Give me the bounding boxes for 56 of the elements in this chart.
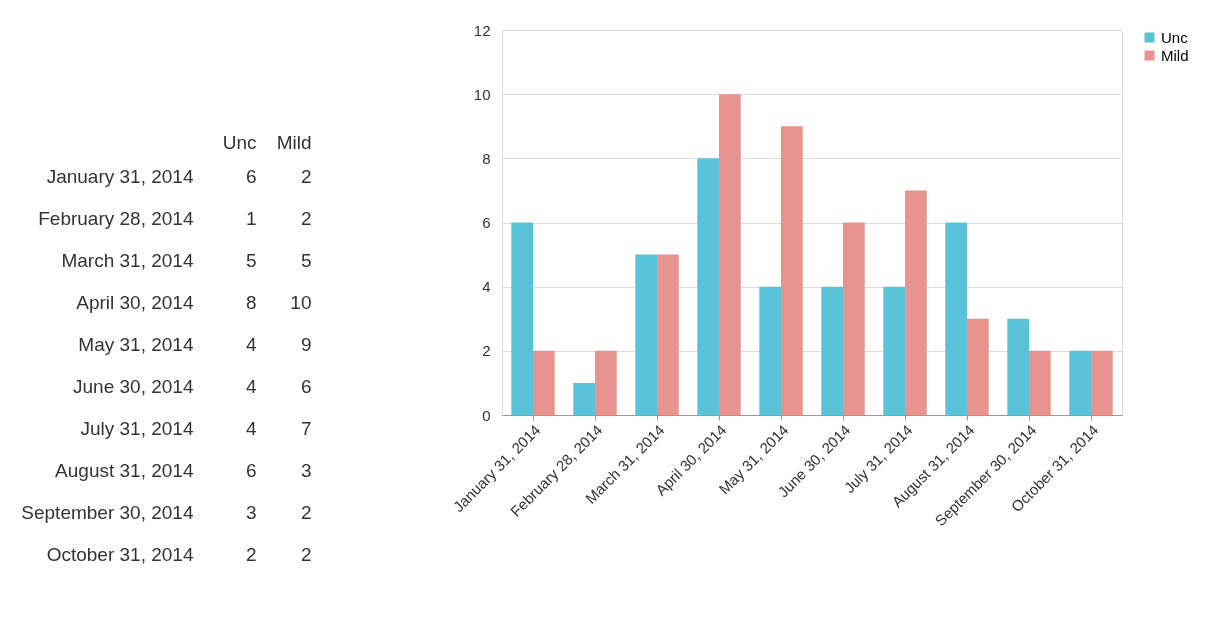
bar — [883, 286, 905, 415]
data-label: 4 — [245, 376, 257, 397]
bar — [759, 286, 781, 415]
data-label: 1 — [245, 208, 257, 229]
data-label: 4 — [245, 418, 257, 439]
bar — [821, 286, 843, 415]
bar — [533, 350, 555, 415]
bar — [843, 222, 865, 415]
y-tick-label: 12 — [473, 21, 491, 39]
data-label: 2 — [300, 502, 312, 523]
y-tick-label: February 28, 2014 — [38, 208, 194, 229]
bar — [511, 222, 533, 415]
bar — [1007, 318, 1029, 415]
bar — [573, 382, 595, 415]
y-tick-label: 10 — [473, 85, 491, 103]
bar — [945, 222, 967, 415]
bar — [1091, 350, 1113, 415]
data-label: 9 — [300, 334, 312, 355]
y-tick-label: March 31, 2014 — [61, 250, 194, 271]
y-tick-label: 6 — [482, 214, 491, 231]
bar — [697, 158, 719, 415]
data-label: 2 — [300, 544, 312, 565]
y-tick-label: 2 — [482, 342, 491, 360]
data-label: 7 — [300, 418, 312, 439]
data-label: 2 — [300, 166, 312, 187]
y-tick-label: June 30, 2014 — [73, 376, 194, 397]
data-label: 2 — [245, 544, 257, 565]
data-label: 3 — [300, 460, 312, 481]
data-label: 10 — [290, 292, 312, 313]
data-label: 6 — [300, 376, 312, 397]
data-label: 6 — [245, 460, 257, 481]
data-label: 5 — [300, 250, 312, 271]
y-tick-label: 0 — [482, 406, 491, 424]
bar — [967, 318, 989, 415]
bar — [781, 126, 803, 415]
legend-label: Unc — [1161, 28, 1189, 46]
bar — [595, 350, 617, 415]
y-tick-label: 8 — [482, 149, 491, 167]
data-label: 6 — [245, 166, 257, 187]
bar — [1069, 350, 1091, 415]
bar — [657, 254, 679, 415]
y-tick-label: May 31, 2014 — [78, 334, 194, 355]
data-label: 4 — [245, 334, 257, 355]
bar — [719, 94, 741, 415]
y-tick-label: 4 — [482, 278, 491, 296]
data-label: 8 — [245, 292, 257, 313]
data-label: 5 — [245, 250, 257, 271]
legend-label: Mild — [1161, 46, 1189, 64]
bar — [1029, 350, 1051, 415]
data-label: 2 — [300, 208, 312, 229]
data-label: 3 — [245, 502, 257, 523]
y-tick-label: January 31, 2014 — [46, 166, 194, 187]
bar — [635, 254, 657, 415]
y-tick-label: October 31, 2014 — [46, 544, 194, 565]
bar — [905, 190, 927, 415]
y-tick-label: April 30, 2014 — [76, 292, 194, 313]
